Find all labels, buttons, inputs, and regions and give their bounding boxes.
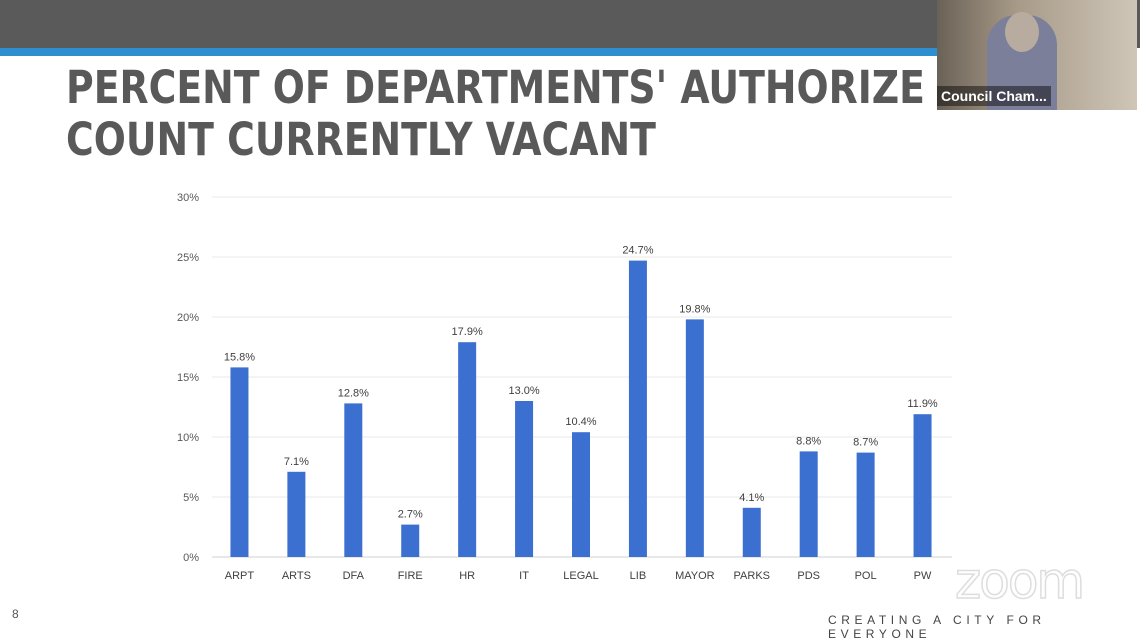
y-tick-label: 15% (177, 372, 199, 384)
y-tick-label: 10% (177, 432, 199, 444)
bar (799, 451, 818, 557)
data-label: 17.9% (452, 326, 483, 338)
x-tick-label: POL (855, 570, 877, 582)
slide-title: PERCENT OF DEPARTMENTS' AUTHORIZE COUNT … (66, 62, 925, 166)
x-tick-label: LIB (630, 570, 647, 582)
bar (401, 524, 420, 557)
bar (515, 401, 534, 557)
y-tick-label: 0% (183, 552, 199, 564)
x-tick-label: PW (914, 570, 932, 582)
x-tick-label: ARPT (225, 570, 255, 582)
title-line-1: PERCENT OF DEPARTMENTS' AUTHORIZE (66, 61, 925, 114)
data-label: 12.8% (338, 387, 369, 399)
zoom-watermark: zoom (954, 552, 1086, 610)
data-label: 2.7% (398, 509, 423, 521)
data-label: 11.9% (907, 398, 938, 410)
x-tick-label: HR (459, 570, 475, 582)
participant-name: Council Cham... (937, 86, 1051, 106)
participant-head (1005, 12, 1039, 52)
data-label: 7.1% (284, 456, 309, 468)
x-tick-label: ARTS (282, 570, 311, 582)
title-line-2: COUNT CURRENTLY VACANT (66, 113, 656, 166)
x-tick-label: PARKS (734, 570, 770, 582)
bar (344, 403, 363, 557)
bar (685, 319, 704, 557)
x-tick-label: LEGAL (563, 570, 598, 582)
x-tick-label: MAYOR (675, 570, 715, 582)
page-number: 8 (12, 607, 19, 621)
data-label: 19.8% (679, 303, 710, 315)
x-tick-label: PDS (797, 570, 820, 582)
bar (458, 342, 477, 557)
data-label: 10.4% (565, 416, 596, 428)
y-tick-label: 5% (183, 492, 199, 504)
bar (742, 507, 761, 557)
participant-video[interactable]: Council Cham... (937, 0, 1137, 110)
y-tick-label: 20% (177, 312, 199, 324)
data-label: 4.1% (739, 492, 764, 504)
y-tick-label: 25% (177, 252, 199, 264)
y-tick-label: 30% (177, 192, 199, 204)
bar (913, 414, 932, 557)
data-label: 8.7% (853, 437, 878, 449)
bar (287, 471, 306, 557)
bar (230, 367, 249, 557)
x-tick-label: FIRE (398, 570, 423, 582)
bar (572, 432, 590, 557)
data-label: 24.7% (622, 245, 653, 257)
x-tick-label: DFA (343, 570, 365, 582)
accent-stripe (0, 48, 940, 56)
bar (628, 260, 647, 557)
data-label: 8.8% (796, 435, 821, 447)
data-label: 15.8% (224, 351, 255, 363)
x-tick-label: IT (519, 570, 529, 582)
bar (856, 452, 875, 557)
data-label: 13.0% (508, 385, 539, 397)
slide-footer: CREATING A CITY FOR EVERYONE (828, 613, 1046, 641)
